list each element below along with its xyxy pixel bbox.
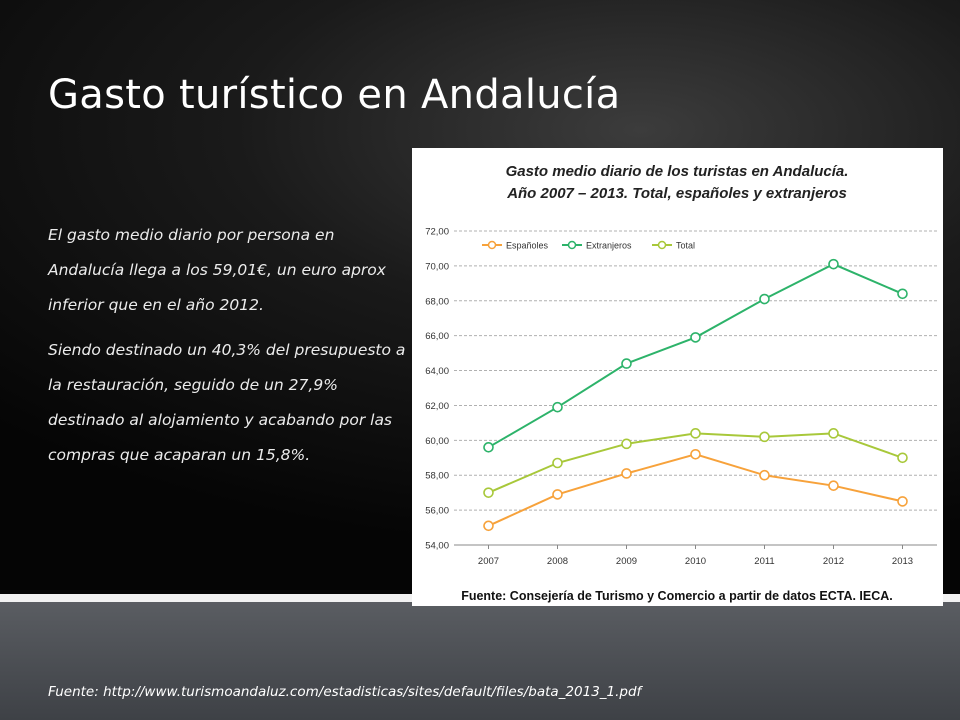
chart-image-panel: Gasto medio diario de los turistas en An…	[412, 148, 943, 606]
slide-background-bottom	[0, 602, 960, 720]
y-tick-label: 72,00	[425, 227, 449, 238]
x-tick-label: 2011	[754, 556, 774, 567]
data-point	[690, 428, 701, 439]
x-tick-label: 2008	[547, 556, 568, 567]
y-tick-label: 68,00	[425, 296, 449, 307]
y-tick-label: 54,00	[425, 541, 449, 552]
chart-axes: 54,00 56,00 58,00 60,00 62,00 64,00 66,00 68,00…	[425, 227, 913, 568]
chart-title: Gasto medio diario de los turistas en An…	[506, 163, 849, 180]
y-tick-label: 62,00	[425, 401, 449, 412]
legend-label: Total	[676, 241, 695, 251]
source-url: Fuente: http://www.turismoandaluz.com/es…	[48, 684, 642, 700]
data-point	[621, 358, 632, 369]
x-tick-label: 2012	[823, 556, 844, 567]
y-tick-label: 64,00	[425, 366, 449, 377]
y-tick-label: 56,00	[425, 506, 449, 517]
x-tick-label: 2010	[685, 556, 706, 567]
data-point	[897, 288, 908, 300]
chart-series	[483, 258, 908, 532]
legend-swatch-marker	[657, 240, 667, 250]
data-point	[483, 442, 494, 453]
y-tick-label: 60,00	[425, 436, 449, 447]
legend-label: Extranjeros	[586, 241, 632, 251]
legend-swatch-marker	[567, 240, 577, 250]
data-point	[897, 496, 908, 507]
data-point	[690, 448, 701, 460]
data-point	[759, 469, 770, 481]
data-point	[828, 428, 839, 439]
data-point	[690, 332, 701, 343]
chart-subtitle: Año 2007 – 2013. Total, españoles y extr…	[506, 185, 847, 202]
data-point	[552, 489, 563, 500]
data-point	[621, 468, 632, 479]
data-point	[552, 457, 563, 469]
x-tick-label: 2013	[892, 556, 913, 567]
data-point	[897, 452, 908, 464]
x-tick-label: 2009	[616, 556, 637, 567]
y-tick-label: 58,00	[425, 471, 449, 482]
data-point	[759, 293, 770, 305]
data-point	[759, 431, 770, 443]
line-chart: Gasto medio diario de los turistas en An…	[425, 163, 937, 603]
body-paragraph-1: El gasto medio diario por persona en And…	[48, 226, 386, 314]
data-point	[483, 487, 494, 498]
data-point	[483, 520, 494, 532]
x-tick-label: 2007	[478, 556, 499, 567]
series-line-total	[488, 432, 903, 494]
data-point	[828, 480, 839, 491]
slide-title: Gasto turístico en Andalucía	[48, 72, 621, 118]
legend-swatch-marker	[487, 240, 497, 250]
chart-source: Fuente: Consejería de Turismo y Comercio…	[461, 589, 893, 603]
series-line-extranjeros	[487, 263, 903, 449]
y-tick-label: 66,00	[425, 331, 449, 342]
slide-body: El gasto medio diario por persona en And…	[48, 218, 408, 483]
data-point	[828, 258, 839, 270]
body-paragraph-2: Siendo destinado un 40,3% del presupuest…	[48, 341, 406, 464]
legend-label: Españoles	[506, 241, 549, 251]
data-point	[621, 438, 632, 450]
data-point	[552, 401, 563, 413]
chart-legend: Españoles Extranjeros Total	[482, 241, 695, 251]
y-tick-label: 70,00	[425, 261, 449, 272]
